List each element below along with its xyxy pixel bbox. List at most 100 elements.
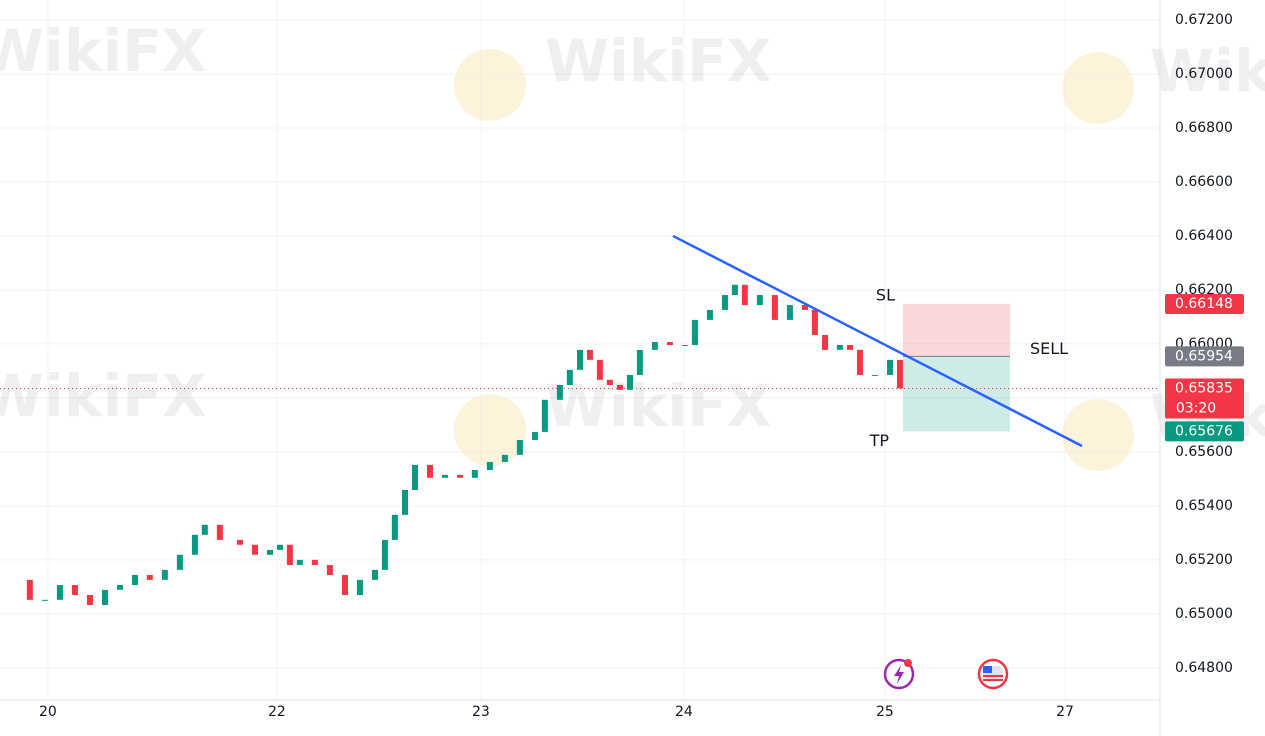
candle (871, 374, 878, 376)
candle (516, 440, 523, 455)
watermark: WikiFX (0, 362, 207, 430)
y-tick-label: 0.66400 (1175, 228, 1233, 244)
candle (566, 369, 573, 385)
price-tag (1165, 378, 1244, 419)
candle (101, 589, 108, 605)
price-tag (1165, 421, 1244, 442)
candle (756, 295, 763, 306)
candle (836, 345, 843, 350)
candle (771, 295, 778, 320)
candle (86, 594, 93, 605)
target-label: TP (869, 431, 890, 450)
candle (651, 342, 658, 350)
y-tick-label: 0.66800 (1175, 120, 1233, 136)
candle (267, 549, 274, 555)
candle (577, 349, 583, 370)
price-tag (1165, 346, 1244, 367)
candle (381, 539, 388, 570)
y-tick-label: 0.65200 (1175, 552, 1233, 568)
candle (706, 309, 713, 320)
candle (501, 454, 508, 462)
candle (626, 374, 633, 390)
candle (541, 399, 548, 432)
candle (296, 559, 303, 566)
candle (41, 599, 48, 601)
candle (216, 524, 223, 540)
event-icon-bolt (894, 665, 904, 684)
watermark-logo (454, 394, 526, 466)
candle (586, 349, 593, 360)
watermark-logo (1062, 399, 1134, 471)
y-tick-label: 0.66600 (1175, 174, 1233, 190)
candle (471, 469, 478, 478)
candle (531, 431, 538, 441)
candle (636, 349, 643, 375)
candle (606, 379, 613, 385)
candle (856, 349, 863, 375)
candle (71, 584, 78, 595)
candle (556, 384, 563, 400)
x-tick-label: 22 (268, 704, 286, 720)
candle (811, 309, 818, 336)
y-tick-label: 0.66200 (1175, 282, 1233, 298)
y-tick-label: 0.67200 (1175, 12, 1233, 28)
candle (161, 569, 168, 580)
price-tag-label: 0.65835 (1175, 380, 1233, 396)
target-zone (902, 356, 1010, 432)
candle (741, 284, 748, 306)
x-tick-label: 24 (675, 704, 693, 720)
candle (251, 544, 258, 555)
x-tick-label: 25 (876, 704, 894, 720)
candle (721, 295, 728, 310)
watermark-logo (1062, 52, 1134, 124)
countdown: 03:20 (1176, 400, 1216, 416)
candle (26, 579, 33, 600)
candle (801, 305, 808, 310)
price-tag-label: 0.65676 (1175, 423, 1233, 439)
side-label: SELL (1030, 339, 1068, 358)
candle (402, 489, 409, 515)
y-tick-label: 0.67000 (1175, 66, 1233, 82)
event-icons (883, 658, 1009, 690)
watermarks: WikiFX WikiFX WikiFX WikiFX WikiFX WikiF… (0, 17, 1265, 471)
x-tick-label: 27 (1056, 704, 1074, 720)
price-tag-label: 0.65954 (1175, 348, 1233, 364)
candle (822, 335, 829, 350)
candle (146, 575, 153, 580)
watermark: WikiFX (0, 17, 207, 85)
candle (286, 544, 293, 566)
candle (666, 342, 673, 346)
candle (596, 359, 603, 380)
candle (326, 565, 333, 576)
candle (276, 544, 283, 550)
candle (356, 579, 363, 595)
candle (191, 534, 198, 555)
candle (371, 569, 378, 580)
candle (311, 559, 318, 566)
candle (691, 319, 698, 346)
grid (0, 0, 1160, 700)
candle (391, 514, 398, 540)
watermark-logo (454, 49, 526, 121)
candle (341, 575, 348, 595)
stop-label: SL (876, 285, 895, 304)
y-tick-label: 0.65000 (1175, 606, 1233, 622)
candle (896, 359, 903, 389)
candle (457, 474, 464, 478)
candle (681, 345, 688, 347)
candle (441, 474, 448, 478)
candle (176, 554, 183, 570)
candle (201, 524, 208, 535)
flag-canton (983, 666, 992, 673)
candle (116, 584, 123, 590)
candle (132, 575, 139, 585)
candle (886, 359, 893, 375)
trendline (672, 234, 1083, 448)
y-tick-label: 0.65600 (1175, 444, 1233, 460)
event-icon-dot (904, 659, 912, 667)
watermark: WikiFX (545, 372, 772, 440)
watermark: WikiFX (1150, 37, 1265, 105)
candle (786, 305, 793, 320)
candle (731, 284, 738, 296)
candle (847, 345, 854, 350)
